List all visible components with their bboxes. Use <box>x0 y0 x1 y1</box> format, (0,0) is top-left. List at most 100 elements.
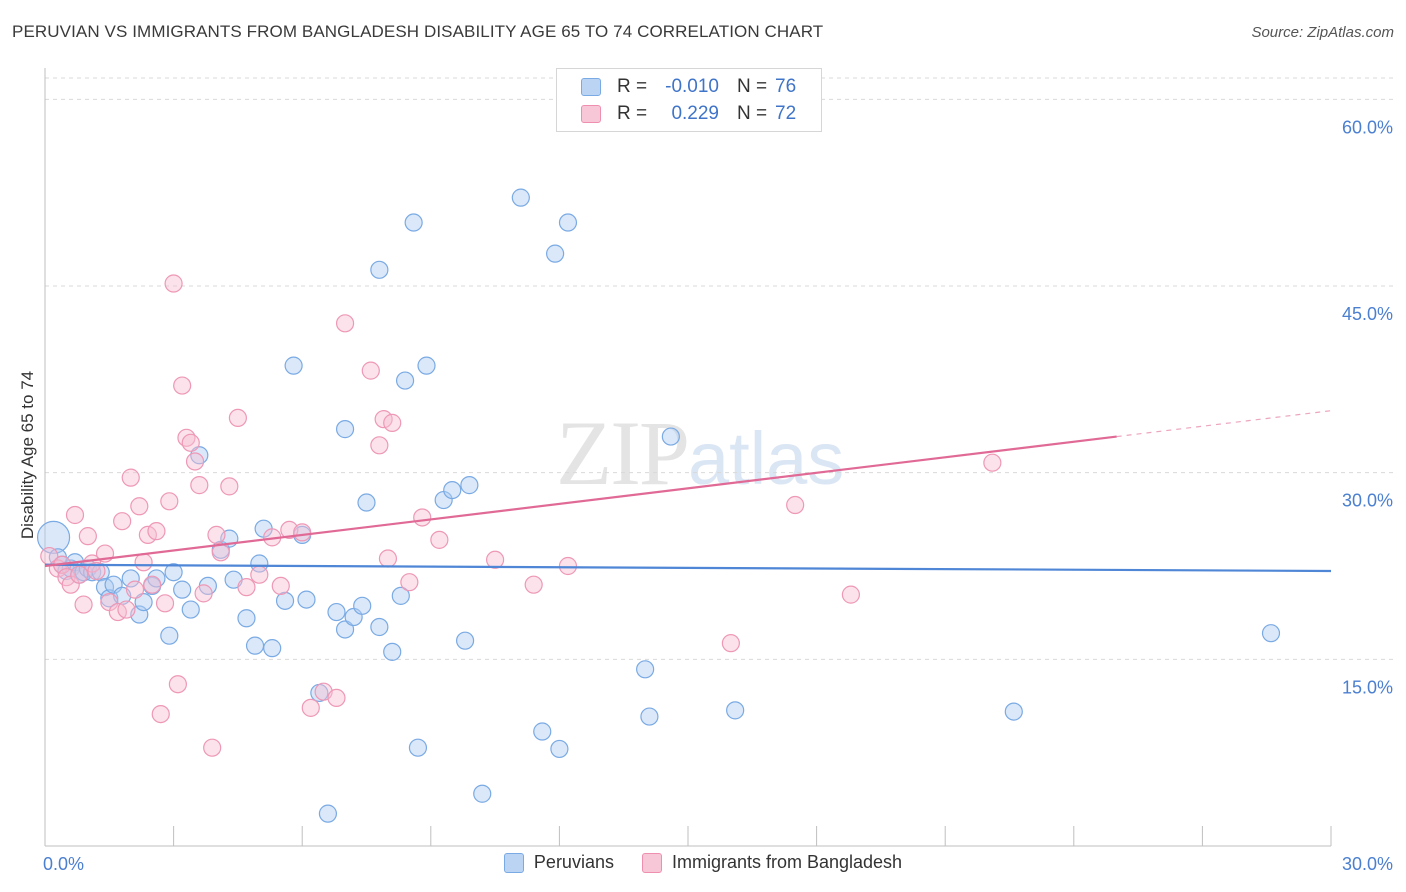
bangladesh-point <box>327 688 346 708</box>
bangladesh-point <box>250 565 269 584</box>
bangladesh-point <box>117 600 136 619</box>
bangladesh-point <box>168 675 187 694</box>
peruvian-point <box>284 356 303 375</box>
bangladesh-point <box>113 512 132 531</box>
peruvian-point <box>134 592 153 612</box>
peruvian-point <box>726 701 745 720</box>
trend-line-1 <box>44 435 1117 568</box>
bangladesh-point <box>383 413 402 432</box>
legend-item-bangladesh: Immigrants from Bangladesh <box>641 852 903 873</box>
bangladesh-point <box>65 505 85 525</box>
bangladesh-point <box>293 523 312 542</box>
bangladesh-point <box>181 433 200 452</box>
peruvian-point <box>36 520 71 554</box>
bangladesh-point <box>486 550 505 569</box>
bangladesh-point <box>194 584 213 603</box>
peruvian-point <box>383 642 402 661</box>
peruvian-point <box>417 356 436 375</box>
peruvian-point <box>357 493 376 512</box>
legend-item-peruvians: Peruvians <box>503 852 614 873</box>
bangladesh-point <box>190 476 209 495</box>
peruvian-point <box>460 476 479 495</box>
x-tick-label-right: 30.0% <box>1342 854 1393 874</box>
peruvian-point <box>546 244 565 263</box>
bangladesh-point <box>228 408 247 428</box>
correlation-legend: R = -0.010 N = 76 R = 0.229 N = 72 <box>556 68 822 132</box>
bangladesh-point <box>413 508 432 527</box>
trend-line-0 <box>44 563 1332 573</box>
peruvian-point <box>391 586 410 605</box>
r-label: R = <box>617 76 648 97</box>
peruvian-point <box>511 188 530 207</box>
peruvian-point <box>473 784 492 803</box>
bangladesh-point <box>786 495 805 515</box>
peruvian-point <box>353 596 372 615</box>
bangladesh-point <box>237 578 256 597</box>
peruvian-point <box>370 617 389 637</box>
chart-title: PERUVIAN VS IMMIGRANTS FROM BANGLADESH D… <box>12 22 824 41</box>
peruvian-point <box>160 626 179 645</box>
series-legend: Peruvians Immigrants from Bangladesh <box>0 852 1406 873</box>
peruvian-point <box>335 420 355 439</box>
bangladesh-swatch <box>581 105 601 123</box>
bangladesh-legend-swatch <box>641 852 662 873</box>
bangladesh-point <box>524 575 543 594</box>
bangladesh-point <box>335 314 355 333</box>
x-tick-label-left: 0.0% <box>43 854 84 874</box>
n-value: 72 <box>775 103 797 124</box>
bangladesh-point <box>430 530 449 549</box>
trend-lines <box>44 410 1332 573</box>
peruvian-point <box>404 213 423 232</box>
bangladesh-point <box>147 522 166 541</box>
bangladesh-point <box>130 497 149 516</box>
r-value: -0.010 <box>665 76 719 97</box>
bangladesh-point <box>125 580 145 599</box>
axes <box>44 68 1332 847</box>
watermark-zip: ZIP <box>556 402 690 504</box>
peruvian-point <box>1004 702 1023 721</box>
grid-lines <box>45 77 1394 660</box>
peruvian-point <box>245 636 265 655</box>
y-tick-label: 45.0% <box>1342 304 1393 324</box>
peruvian-point <box>558 213 578 232</box>
peruvian-point <box>370 260 389 279</box>
legend-row-peruvians: R = -0.010 N = 76 <box>581 75 796 99</box>
bangladesh-point <box>841 585 860 604</box>
bangladesh-point <box>271 576 290 596</box>
bangladesh-point <box>983 453 1002 472</box>
bangladesh-point <box>164 274 183 293</box>
bangladesh-point <box>143 575 162 594</box>
peruvian-point <box>237 609 256 628</box>
peruvians-swatch <box>581 78 601 96</box>
trend-extension-1 <box>1116 410 1332 438</box>
bangladesh-point <box>121 468 140 487</box>
bangladesh-point <box>87 561 106 581</box>
bangladesh-point <box>173 376 192 395</box>
peruvian-point <box>318 804 338 823</box>
bangladesh-point <box>70 565 89 584</box>
n-label: N = <box>737 76 768 97</box>
bangladesh-point <box>721 634 740 653</box>
peruvian-point <box>173 580 192 599</box>
legend-label-peruvians: Peruvians <box>533 852 614 872</box>
n-value: 76 <box>775 76 797 97</box>
bangladesh-point <box>370 436 389 455</box>
legend-label-bangladesh: Immigrants from Bangladesh <box>671 852 903 872</box>
source-label: Source: ZipAtlas.com <box>1251 24 1394 41</box>
peruvian-point <box>335 620 355 639</box>
bangladesh-point <box>78 527 97 546</box>
y-tick-label: 60.0% <box>1342 117 1393 137</box>
peruvian-point <box>455 631 475 650</box>
bangladesh-point <box>134 553 153 572</box>
bangladesh-points <box>40 274 1002 757</box>
peruvian-point <box>533 722 552 741</box>
bangladesh-point <box>207 525 226 544</box>
n-label: N = <box>737 103 768 124</box>
bangladesh-point <box>220 477 239 496</box>
bangladesh-point <box>151 704 170 724</box>
bangladesh-point <box>74 595 93 614</box>
peruvian-point <box>121 569 140 588</box>
bangladesh-point <box>185 452 205 471</box>
peruvian-point <box>443 480 462 500</box>
